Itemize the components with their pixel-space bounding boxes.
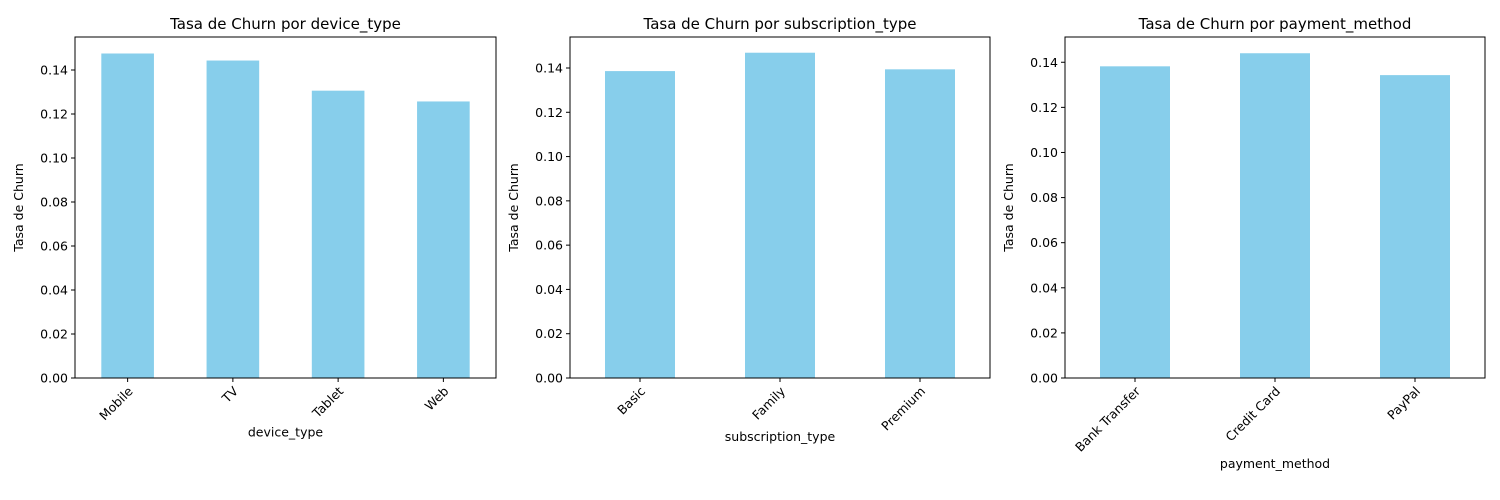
bar-paypal — [1380, 75, 1450, 379]
y-tick-label: 0.06 — [1030, 235, 1058, 250]
chart-title: Tasa de Churn por subscription_type — [643, 15, 917, 34]
plot-frame — [74, 36, 497, 379]
y-tick-label: 0.14 — [535, 61, 563, 76]
bar-tv — [206, 60, 260, 378]
y-tick-label: 0.12 — [1030, 100, 1058, 115]
y-tick-label: 0.02 — [535, 326, 563, 341]
y-tick-label: 0.04 — [535, 282, 563, 297]
x-axis-label: device_type — [248, 425, 324, 440]
x-tick-label: Premium — [878, 384, 928, 434]
x-tick-label: Bank Transfer — [1072, 383, 1144, 455]
y-tick-label: 0.00 — [40, 371, 68, 386]
y-tick-label: 0.14 — [1030, 55, 1058, 70]
bar-bank-transfer — [1100, 66, 1170, 378]
y-tick-label: 0.04 — [40, 283, 68, 298]
bar-mobile — [101, 53, 154, 378]
subplot-3: 0.00 0.02 0.04 0.06 0.08 0.10 0.12 0.14 Bank Tra… — [1001, 15, 1486, 471]
y-tick-label: 0.00 — [535, 371, 563, 386]
y-tick-label: 0.14 — [40, 63, 68, 78]
bar-tablet — [311, 90, 365, 379]
x-tick-label: Tablet — [309, 383, 347, 421]
y-tick-label: 0.02 — [40, 327, 68, 342]
x-tick-label: Basic — [614, 383, 648, 417]
x-tick-label: Credit Card — [1222, 384, 1283, 445]
y-axis-label: Tasa de Churn — [506, 163, 521, 252]
x-tick-label: Family — [749, 383, 788, 422]
x-tick-label: Mobile — [96, 383, 136, 423]
x-axis-label: subscription_type — [725, 429, 836, 444]
bar-family — [745, 52, 815, 378]
subplot-2: 0.00 0.02 0.04 0.06 0.08 0.10 0.12 0.14 Basic Fam… — [506, 15, 991, 444]
y-tick-label: 0.10 — [535, 149, 563, 164]
y-tick-label: 0.06 — [535, 238, 563, 253]
y-tick-label: 0.06 — [40, 239, 68, 254]
y-tick-label: 0.02 — [1030, 325, 1058, 340]
bar-premium — [885, 69, 955, 378]
x-tick-label: Web — [422, 383, 452, 413]
bar-web — [417, 101, 470, 379]
y-tick-label: 0.04 — [1030, 280, 1058, 295]
y-tick-label: 0.08 — [1030, 190, 1058, 205]
y-tick-label: 0.10 — [1030, 145, 1058, 160]
x-tick-label: PayPal — [1384, 384, 1423, 423]
y-tick-label: 0.12 — [40, 107, 68, 122]
subplot-1: 0.00 0.02 0.04 0.06 0.08 0.10 0.12 0.14 Mobile TV… — [11, 15, 497, 440]
y-tick-label: 0.12 — [535, 105, 563, 120]
x-tick-label: TV — [218, 383, 241, 406]
y-tick-label: 0.08 — [40, 195, 68, 210]
y-axis-label: Tasa de Churn — [11, 163, 26, 252]
chart-title: Tasa de Churn por device_type — [169, 15, 401, 34]
chart-title: Tasa de Churn por payment_method — [1138, 15, 1412, 34]
y-tick-label: 0.08 — [535, 193, 563, 208]
x-axis-label: payment_method — [1220, 456, 1330, 471]
y-tick-label: 0.10 — [40, 151, 68, 166]
y-axis-label: Tasa de Churn — [1001, 163, 1016, 252]
bar-credit-card — [1240, 53, 1310, 378]
y-tick-label: 0.00 — [1030, 371, 1058, 386]
bar-basic — [605, 71, 675, 378]
